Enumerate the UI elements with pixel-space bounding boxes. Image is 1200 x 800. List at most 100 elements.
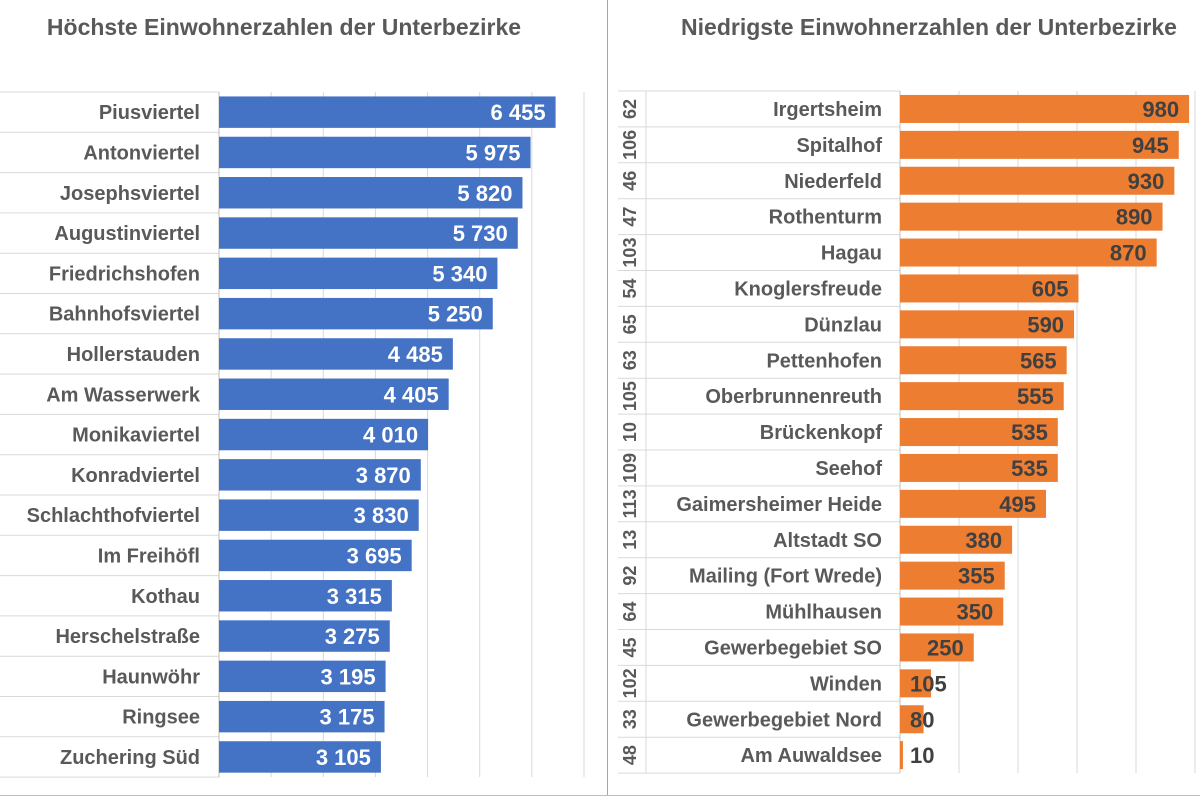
code-label: 105	[620, 381, 640, 411]
bar	[219, 257, 498, 290]
code-label: 109	[620, 453, 640, 483]
data-label: 535	[1011, 456, 1048, 481]
category-label: Monikaviertel	[72, 425, 200, 447]
data-label: 3 105	[316, 745, 371, 770]
chart-0: Piusviertel 6 455 Antonviertel 5 975 Josephs…	[0, 91, 585, 778]
category-label: Hollerstauden	[67, 344, 200, 366]
data-label: 105	[910, 671, 947, 696]
bar	[900, 310, 1075, 339]
category-label: Mühlhausen	[765, 602, 882, 624]
category-label: Dünzlau	[804, 314, 882, 336]
category-label: Josephsviertel	[60, 183, 200, 205]
panel-divider	[607, 0, 608, 796]
chart-title-right-text: Niedrigste Einwohnerzahlen der Unterbezi…	[681, 14, 1177, 40]
chart-title-right: Niedrigste Einwohnerzahlen der Unterbezi…	[628, 12, 1200, 42]
category-label: Irgertsheim	[773, 99, 882, 121]
code-label: 65	[620, 314, 640, 334]
data-label: 3 175	[319, 705, 374, 730]
bar	[900, 741, 903, 770]
bar	[219, 217, 518, 249]
bar	[219, 297, 493, 330]
data-label: 3 275	[325, 624, 380, 649]
bar	[219, 136, 531, 169]
code-label: 102	[620, 668, 640, 698]
bar	[900, 597, 1004, 626]
data-label: 3 315	[327, 584, 382, 609]
chart-1: Irgertsheim 62 980 Spitalhof 106 945 Niederfel…	[618, 90, 1196, 774]
code-label: 47	[620, 207, 640, 227]
code-label: 46	[620, 171, 640, 191]
data-label: 870	[1110, 241, 1147, 266]
bar	[900, 202, 1163, 231]
data-label: 5 820	[457, 181, 512, 206]
data-label: 355	[958, 564, 995, 589]
code-label: 63	[620, 350, 640, 370]
data-label: 590	[1027, 312, 1064, 337]
category-label: Am Wasserwerk	[46, 384, 201, 406]
data-label: 4 010	[363, 423, 418, 448]
category-label: Gewerbegebiet SO	[704, 637, 882, 659]
data-label: 565	[1020, 348, 1057, 373]
code-label: 103	[620, 238, 640, 268]
data-label: 250	[927, 635, 964, 660]
category-label: Knoglersfreude	[734, 278, 882, 300]
data-label: 5 250	[428, 302, 483, 327]
category-label: Winden	[810, 673, 882, 695]
category-label: Haunwöhr	[102, 666, 200, 688]
bar	[900, 418, 1058, 447]
category-label: Antonviertel	[83, 142, 200, 164]
category-label: Rothenturm	[769, 207, 882, 229]
bar	[900, 489, 1047, 518]
data-label: 945	[1132, 133, 1169, 158]
bar	[219, 459, 421, 491]
category-label: Pettenhofen	[766, 350, 882, 372]
code-label: 48	[620, 745, 640, 765]
bar	[219, 177, 523, 209]
category-label: Schlachthofviertel	[27, 505, 200, 527]
code-label: 54	[620, 278, 640, 298]
category-label: Gewerbegebiet Nord	[686, 709, 882, 731]
category-label: Piusviertel	[99, 102, 200, 124]
chart-title-left-text: Höchste Einwohnerzahlen der Unterbezirke	[46, 14, 522, 40]
code-label: 64	[620, 602, 640, 622]
category-label: Mailing (Fort Wrede)	[689, 566, 882, 588]
data-label: 980	[1142, 97, 1179, 122]
data-label: 6 455	[491, 100, 546, 125]
bar	[900, 94, 1190, 123]
category-label: Hagau	[821, 243, 882, 265]
data-label: 3 195	[321, 664, 376, 689]
data-label: 5 730	[453, 221, 508, 246]
bar	[900, 166, 1175, 195]
category-label: Herschelstraße	[55, 626, 200, 648]
bar	[900, 705, 924, 734]
category-label: Augustinviertel	[54, 223, 200, 245]
bar	[219, 700, 385, 733]
bar	[219, 660, 386, 693]
data-label: 4 405	[384, 382, 439, 407]
category-label: Konradviertel	[71, 465, 200, 487]
bar	[900, 561, 1005, 590]
data-label: 890	[1116, 205, 1153, 230]
bar	[219, 499, 419, 531]
data-label: 930	[1128, 169, 1165, 194]
bar	[900, 669, 931, 698]
bar	[219, 378, 449, 410]
data-label: 605	[1032, 276, 1069, 301]
code-label: 10	[620, 422, 640, 442]
category-label: Bahnhofsviertel	[49, 304, 200, 326]
bar	[900, 525, 1013, 554]
category-label: Seehof	[815, 458, 882, 480]
code-label: 62	[620, 99, 640, 119]
data-label: 4 485	[388, 342, 443, 367]
bar	[900, 453, 1058, 482]
category-label: Niederfeld	[784, 171, 882, 193]
bar	[900, 633, 974, 662]
bottom-border	[0, 795, 1200, 796]
bar	[900, 346, 1067, 375]
bar	[900, 382, 1064, 411]
bar	[219, 580, 392, 612]
data-label: 380	[965, 528, 1002, 553]
data-label: 80	[910, 707, 934, 732]
category-label: Gaimersheimer Heide	[676, 494, 882, 516]
